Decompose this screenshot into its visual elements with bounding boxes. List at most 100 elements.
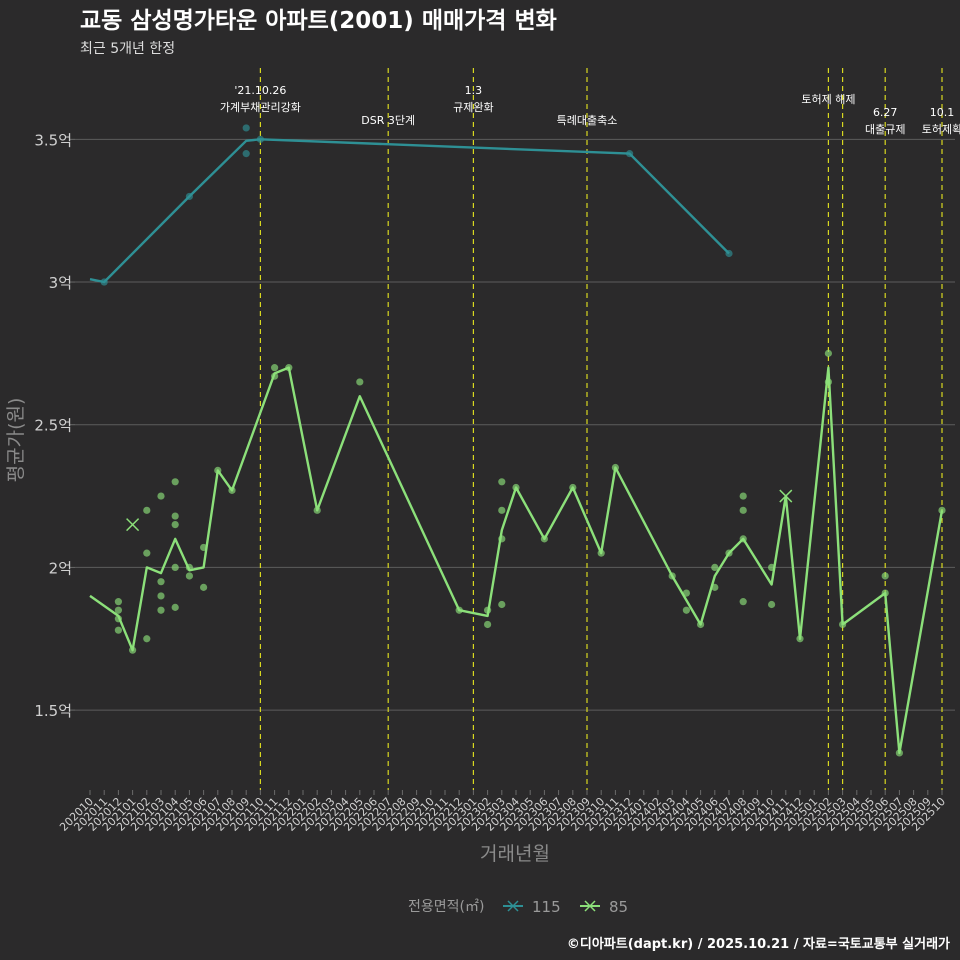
y-axis-label: 평균가(원)	[5, 398, 27, 483]
legend-swatch-marker	[507, 900, 519, 912]
y-tick-label: 3.5억	[34, 131, 72, 149]
series-85	[89, 349, 946, 757]
event-label: DSR 3단계	[361, 114, 415, 127]
data-point	[157, 592, 165, 600]
y-tick-label: 2.5억	[34, 417, 72, 435]
data-point	[114, 606, 122, 614]
data-point	[285, 364, 293, 372]
data-point	[185, 572, 193, 580]
data-point	[171, 603, 179, 611]
data-point	[157, 492, 165, 500]
data-point	[143, 506, 151, 514]
data-point	[768, 563, 776, 572]
data-point	[143, 635, 151, 643]
data-point	[881, 572, 889, 580]
data-point	[611, 463, 620, 472]
data-point	[895, 749, 904, 757]
data-point	[711, 563, 719, 572]
data-point	[171, 512, 179, 520]
data-point	[484, 606, 492, 614]
data-point	[200, 583, 208, 591]
series-line-115	[89, 138, 730, 284]
data-point	[839, 620, 847, 629]
series-layer	[89, 124, 946, 757]
legend-label: 115	[532, 898, 561, 916]
event-label: 대출규제	[865, 123, 905, 136]
data-point	[214, 466, 222, 474]
event-label: 토허제확	[922, 123, 960, 136]
y-tick-label: 1.5억	[34, 702, 72, 720]
data-point	[711, 583, 719, 591]
footer-credit: ©디아파트(dapt.kr) / 2025.10.21 / 자료=국토교통부 실…	[567, 936, 950, 952]
data-point	[114, 626, 122, 634]
data-point	[668, 572, 676, 580]
data-point	[171, 563, 179, 572]
y-tick-label: 2억	[49, 559, 72, 577]
data-point	[484, 620, 492, 629]
x-axis-label: 거래년월	[480, 843, 550, 865]
data-point	[540, 535, 549, 543]
x-axis-ticks: 2020102020112020122021012021022021032021…	[57, 790, 948, 834]
event-label: 1.3	[465, 84, 483, 97]
data-point	[824, 349, 833, 357]
event-label: '21.10.26	[234, 84, 286, 97]
data-point	[157, 578, 165, 586]
legend-title: 전용면적(㎡)	[408, 899, 484, 915]
data-point	[626, 150, 634, 158]
data-point	[498, 535, 506, 543]
data-point	[171, 521, 179, 529]
chart-title: 교동 삼성명가타운 아파트(2001) 매매가격 변화	[80, 8, 557, 34]
data-point	[938, 506, 946, 514]
data-point	[242, 124, 250, 132]
data-point	[242, 150, 250, 158]
data-point	[597, 549, 605, 557]
data-point	[228, 486, 236, 494]
data-point	[796, 635, 804, 643]
data-point	[725, 249, 733, 258]
data-point	[185, 563, 193, 572]
event-label: 토허제 해제	[801, 92, 855, 106]
data-point	[185, 192, 193, 201]
data-point	[512, 483, 520, 492]
data-point	[356, 378, 364, 386]
data-point	[739, 492, 747, 500]
series-line-85	[89, 366, 944, 755]
data-point	[498, 600, 506, 609]
event-label: 특례대출축소	[557, 114, 618, 127]
y-axis-ticks: 1.5억 2억 2.5억 3억 3.5억	[34, 131, 75, 720]
data-point	[114, 615, 122, 623]
x-marker	[779, 489, 793, 503]
data-point	[498, 506, 506, 514]
data-point	[143, 549, 151, 557]
data-point	[569, 483, 577, 492]
data-point	[682, 589, 691, 597]
data-point	[100, 278, 108, 286]
data-point	[697, 620, 705, 629]
data-point	[739, 506, 747, 514]
data-point	[157, 606, 165, 614]
data-point	[881, 589, 889, 597]
x-marker	[126, 518, 140, 532]
data-point	[313, 506, 321, 514]
data-point	[271, 364, 279, 372]
data-point	[498, 478, 506, 486]
event-label: 10.1	[930, 106, 955, 119]
data-point	[739, 598, 747, 606]
data-point	[200, 543, 208, 552]
data-point	[682, 606, 691, 614]
event-label: 6.27	[873, 106, 898, 119]
event-label: 가계부채관리강화	[220, 101, 301, 114]
data-point	[768, 600, 776, 609]
data-point	[171, 478, 179, 486]
data-point	[271, 372, 279, 380]
data-point	[114, 598, 122, 606]
data-point	[725, 549, 733, 557]
legend-swatch-marker	[584, 900, 596, 912]
series-115	[89, 124, 733, 286]
data-point	[129, 646, 137, 654]
data-point	[256, 135, 264, 143]
event-label: 규제완화	[453, 101, 493, 114]
chart-subtitle: 최근 5개년 한정	[80, 41, 175, 57]
